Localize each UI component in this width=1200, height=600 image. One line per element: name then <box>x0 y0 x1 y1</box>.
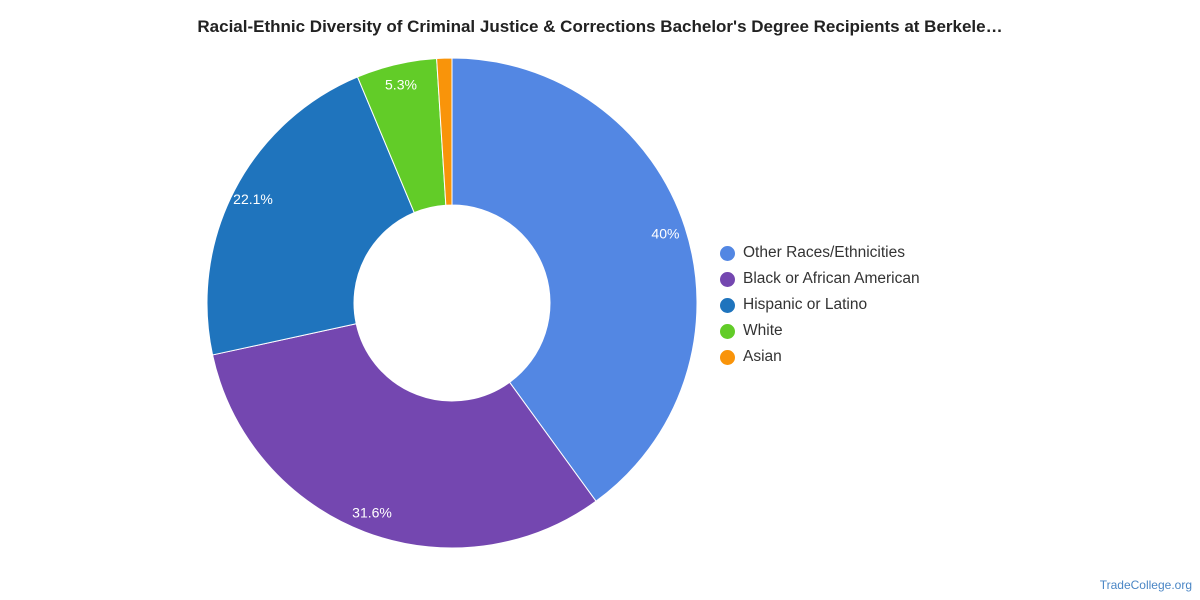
legend-swatch <box>720 245 735 261</box>
legend-item[interactable]: Other Races/Ethnicities <box>720 240 920 266</box>
legend-item[interactable]: Asian <box>720 344 920 370</box>
source-credit[interactable]: TradeCollege.org <box>1099 578 1192 592</box>
legend-swatch <box>720 297 735 313</box>
legend: Other Races/Ethnicities Black or African … <box>720 240 920 370</box>
legend-swatch <box>720 271 735 287</box>
legend-item[interactable]: Hispanic or Latino <box>720 292 920 318</box>
legend-label: Other Races/Ethnicities <box>743 244 905 261</box>
slice-hispanic-or-latino[interactable] <box>206 76 415 356</box>
slice-black-or-african-american[interactable] <box>211 323 597 549</box>
legend-swatch <box>720 323 735 339</box>
legend-label: Black or African American <box>743 270 920 287</box>
legend-item[interactable]: Black or African American <box>720 266 920 292</box>
legend-label: Hispanic or Latino <box>743 296 868 313</box>
slice-label: 31.6% <box>352 505 392 521</box>
legend-swatch <box>720 349 735 365</box>
chart-title: Racial-Ethnic Diversity of Criminal Just… <box>197 17 1003 36</box>
legend-label: White <box>743 322 783 339</box>
slice-label: 5.3% <box>385 76 417 92</box>
slice-asian[interactable] <box>436 57 453 206</box>
slice-label: 40% <box>651 226 679 242</box>
legend-item[interactable]: White <box>720 318 920 344</box>
slice-label: 22.1% <box>233 191 273 207</box>
legend-label: Asian <box>743 348 782 365</box>
slice-other-races-ethnicities[interactable] <box>451 57 698 502</box>
